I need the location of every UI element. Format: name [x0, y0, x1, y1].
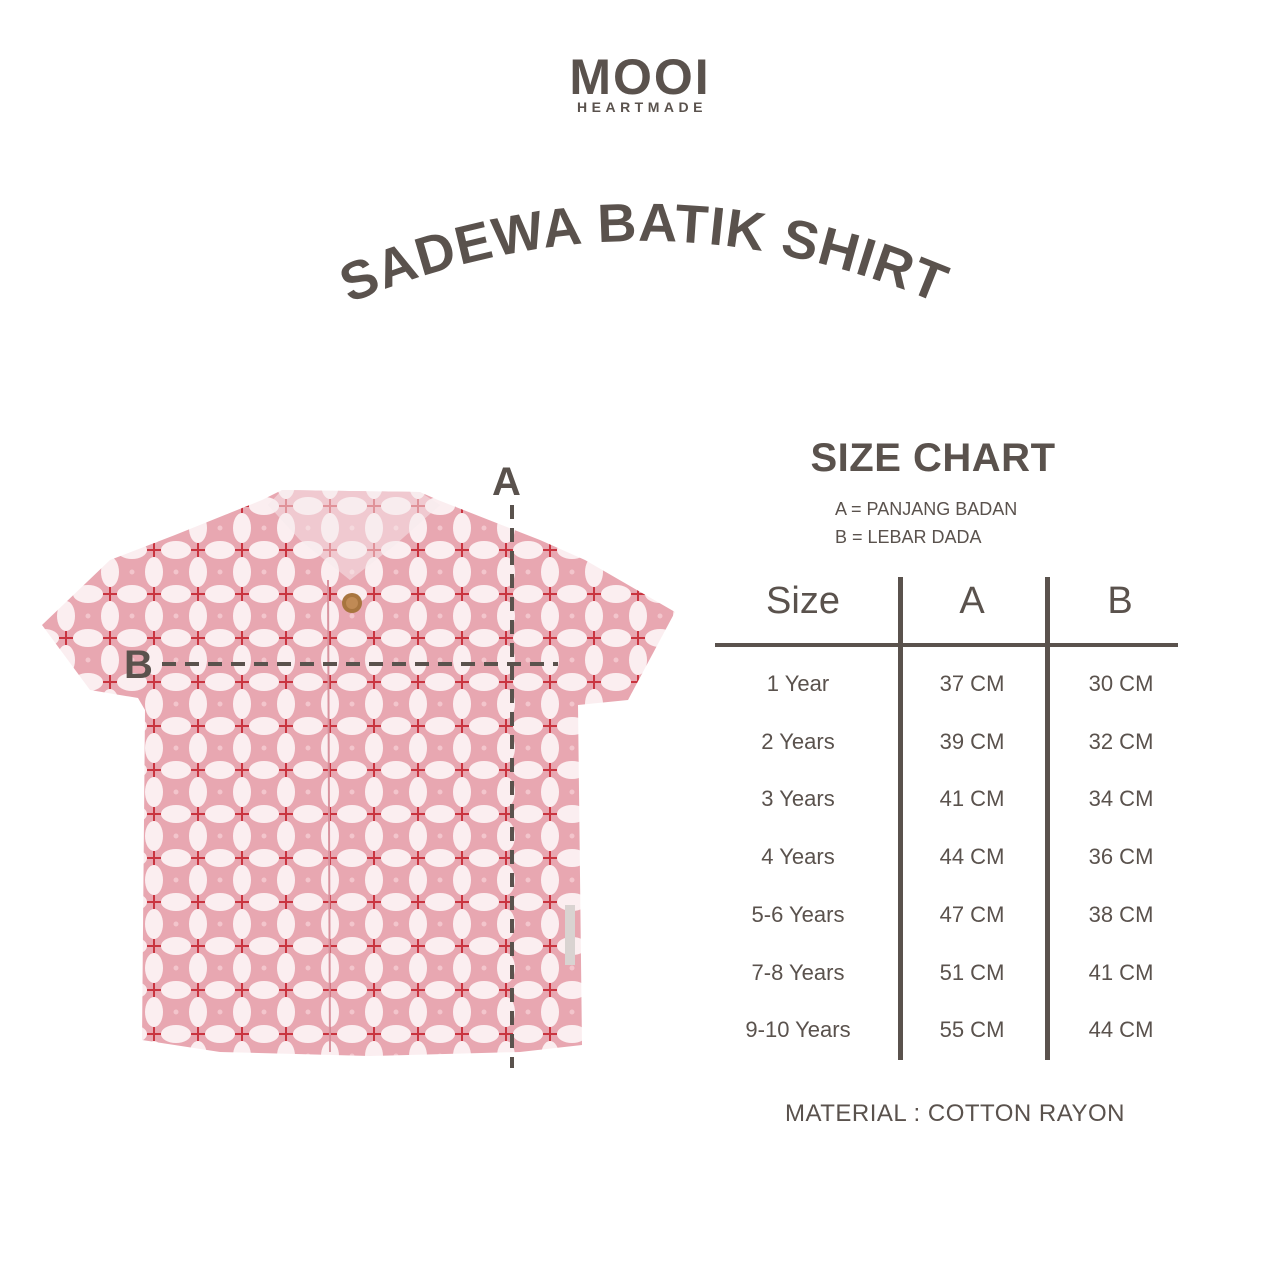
cell-b: 30 CM: [1088, 671, 1154, 696]
cell-size: 9-10 Years: [745, 1017, 851, 1043]
divider: [715, 643, 1178, 647]
cell-size: 5-6 Years: [751, 901, 845, 927]
shirt-image: [42, 490, 675, 1056]
cell-b: 38 CM: [1088, 901, 1154, 927]
product-title: SADEWA BATIK SHIRT: [332, 193, 957, 315]
cell-size: 7-8 Years: [751, 959, 845, 985]
brand-tagline: HEARTMADE: [577, 99, 707, 115]
cell-a: 39 CM: [939, 728, 1005, 754]
cell-a: 37 CM: [939, 671, 1005, 696]
cell-b: 36 CM: [1088, 844, 1154, 870]
cell-b: 41 CM: [1088, 959, 1154, 985]
cell-size: 2 Years: [761, 728, 835, 754]
header-size: Size: [766, 580, 840, 622]
divider: [1045, 577, 1050, 1060]
cell-a: 47 CM: [939, 901, 1005, 927]
placket-seam: [327, 579, 331, 1053]
size-chart-title: SIZE CHART: [810, 436, 1056, 480]
label-a: A: [492, 460, 521, 504]
cell-b: 32 CM: [1088, 728, 1154, 754]
legend-a: A = PANJANG BADAN: [835, 499, 1018, 519]
brand-logo: MOOI: [569, 49, 711, 105]
cell-a: 44 CM: [939, 844, 1005, 870]
cell-size: 1 Year: [766, 671, 830, 696]
legend-b: B = LEBAR DADA: [835, 527, 982, 547]
cell-a: 55 CM: [939, 1017, 1005, 1043]
cell-b: 44 CM: [1088, 1017, 1154, 1043]
material-text: MATERIAL : COTTON RAYON: [785, 1100, 1125, 1127]
header-b: B: [1107, 580, 1133, 622]
header-a: A: [959, 580, 985, 622]
divider: [898, 577, 903, 1060]
cell-b: 34 CM: [1088, 786, 1154, 812]
cell-size: 4 Years: [761, 844, 835, 870]
cell-a: 51 CM: [939, 959, 1005, 985]
cell-size: 3 Years: [761, 786, 835, 812]
cell-a: 41 CM: [939, 786, 1005, 812]
label-b: B: [124, 643, 153, 687]
